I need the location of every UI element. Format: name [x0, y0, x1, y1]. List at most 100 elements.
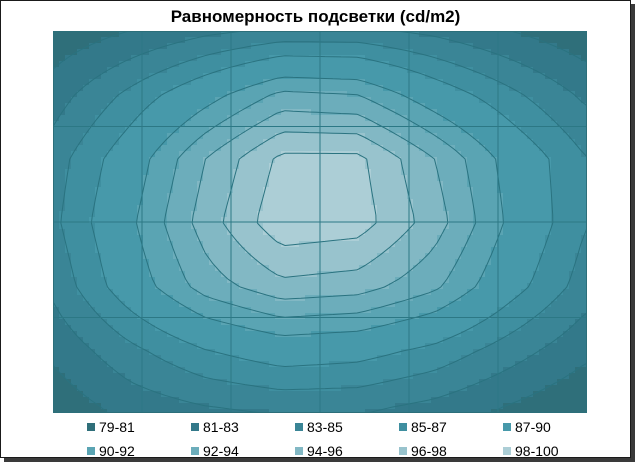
heatmap-cell-band-87-90 [95, 187, 144, 194]
heatmap-cell-band-85-87 [95, 115, 138, 122]
heatmap-cell-band-85-87 [389, 61, 456, 68]
heatmap-cell-band-87-90 [95, 247, 144, 254]
heatmap-cell-band-87-90 [167, 331, 276, 338]
heatmap-cell-band-96-98 [371, 169, 402, 176]
heatmap-cell-band-87-90 [485, 271, 534, 278]
heatmap-cell-band-94-96 [281, 109, 312, 116]
heatmap-cell-band-94-96 [203, 247, 246, 254]
heatmap-cell-band-90-92 [221, 319, 396, 326]
legend-swatch [295, 447, 303, 455]
legend-label: 81-83 [203, 419, 239, 435]
heatmap-cell-band-83-85 [53, 145, 78, 152]
heatmap-cell-band-94-96 [389, 247, 432, 254]
heatmap-cell-band-96-98 [251, 253, 378, 260]
heatmap-cell-band-92-94 [419, 145, 456, 152]
heatmap-cell-band-87-90 [497, 187, 552, 194]
heatmap-cell-band-85-87 [533, 277, 570, 284]
heatmap-cell-band-81-83 [557, 79, 587, 86]
heatmap-cell-band-85-87 [65, 199, 96, 206]
heatmap-cell-band-81-83 [581, 313, 587, 320]
heatmap-cell-band-87-90 [101, 265, 150, 272]
heatmap-cell-band-87-90 [149, 103, 210, 110]
heatmap-cell-band-90-92 [455, 145, 486, 152]
heatmap-cell-band-85-87 [551, 229, 587, 236]
heatmap-cell-band-81-83 [107, 409, 270, 413]
heatmap-cell-band-92-94 [437, 163, 468, 170]
legend-item: 94-96 [295, 443, 343, 459]
heatmap-cell-band-94-96 [203, 175, 234, 182]
heatmap-cell-band-92-94 [407, 271, 450, 278]
heatmap-cell-band-90-92 [161, 145, 192, 152]
heatmap-cell-band-85-87 [95, 307, 132, 314]
heatmap-cell-band-90-92 [155, 151, 180, 158]
heatmap-cell-band-90-92 [449, 271, 486, 278]
legend-swatch [503, 423, 511, 431]
heatmap-cell-band-90-92 [143, 187, 174, 194]
heatmap-cell-band-94-96 [413, 199, 444, 206]
heatmap-cell-band-85-87 [401, 349, 474, 356]
heatmap-cell-band-87-90 [107, 277, 156, 284]
heatmap-cell-band-79-81 [539, 37, 587, 44]
heatmap-cell-band-87-90 [419, 313, 492, 320]
heatmap-cell-band-96-98 [371, 181, 408, 188]
heatmap-cell-band-87-90 [479, 283, 528, 290]
heatmap-cell-band-94-96 [239, 283, 390, 290]
plot-border [53, 31, 587, 413]
heatmap-cell-band-98-100 [263, 199, 372, 206]
heatmap-cell-band-92-94 [395, 277, 450, 284]
heatmap-cell-band-85-87 [551, 217, 587, 224]
heatmap-cell-band-81-83 [575, 91, 587, 98]
heatmap-cell-band-79-81 [533, 391, 587, 398]
heatmap-cell-band-85-87 [551, 175, 587, 182]
heatmap-cell-band-83-85 [455, 61, 522, 68]
heatmap-cell-band-83-85 [509, 331, 564, 338]
heatmap-cell-band-90-92 [227, 91, 276, 98]
legend-label: 96-98 [411, 443, 447, 459]
heatmap-cell-band-94-96 [359, 265, 414, 272]
heatmap-cell-band-79-81 [503, 403, 587, 410]
heatmap-cell-band-83-85 [185, 37, 450, 44]
heatmap-cell-band-87-90 [497, 169, 552, 176]
heatmap-cell-band-87-90 [269, 361, 330, 368]
heatmap-plot [53, 31, 587, 413]
heatmap-cell-band-83-85 [569, 277, 587, 284]
heatmap-cell-band-85-87 [65, 247, 96, 254]
heatmap-cell-band-83-85 [383, 379, 480, 386]
legend-item: 98-100 [503, 443, 559, 459]
contour-lines [53, 31, 587, 413]
heatmap-cell-band-85-87 [269, 385, 342, 392]
heatmap-cell-band-79-81 [53, 391, 84, 398]
heatmap-cell-band-83-85 [485, 73, 546, 80]
heatmap-cell-band-85-87 [167, 67, 222, 74]
heatmap-cell-band-94-96 [365, 133, 402, 140]
heatmap-cell-band-87-90 [239, 355, 378, 362]
contour-line-83 [53, 31, 587, 413]
heatmap-cell-band-92-94 [305, 295, 414, 302]
heatmap-cell-band-83-85 [131, 379, 228, 386]
heatmap-cell-band-92-94 [437, 235, 468, 242]
contour-line-81 [53, 31, 587, 413]
heatmap-cell-band-92-94 [407, 139, 444, 146]
heatmap-cell-band-94-96 [197, 229, 228, 236]
heatmap-cell-band-94-96 [227, 277, 396, 284]
heatmap-cell-band-81-83 [59, 61, 120, 68]
heatmap-cell-band-92-94 [431, 247, 462, 254]
heatmap-cell-band-81-83 [53, 91, 78, 98]
heatmap-cell-band-92-94 [233, 301, 396, 308]
heatmap-cell-band-83-85 [497, 79, 558, 86]
heatmap-cell-band-85-87 [65, 175, 102, 182]
legend-swatch [399, 423, 407, 431]
heatmap-cell-band-90-92 [185, 121, 222, 128]
heatmap-cell-band-83-85 [569, 133, 587, 140]
heatmap-cell-band-79-81 [53, 385, 78, 392]
heatmap-cell-band-85-87 [77, 289, 114, 296]
heatmap-cell-band-87-90 [137, 115, 192, 122]
heatmap-cell-band-90-92 [467, 169, 498, 176]
heatmap-cell-band-87-90 [95, 235, 144, 242]
heatmap-cell-band-90-92 [371, 97, 414, 104]
heatmap-cell-band-90-92 [461, 151, 492, 158]
heatmap-cell-band-87-90 [479, 277, 534, 284]
heatmap-cell-band-87-90 [491, 151, 546, 158]
heatmap-cell-band-83-85 [413, 373, 492, 380]
heatmap-cell-band-90-92 [347, 91, 402, 98]
